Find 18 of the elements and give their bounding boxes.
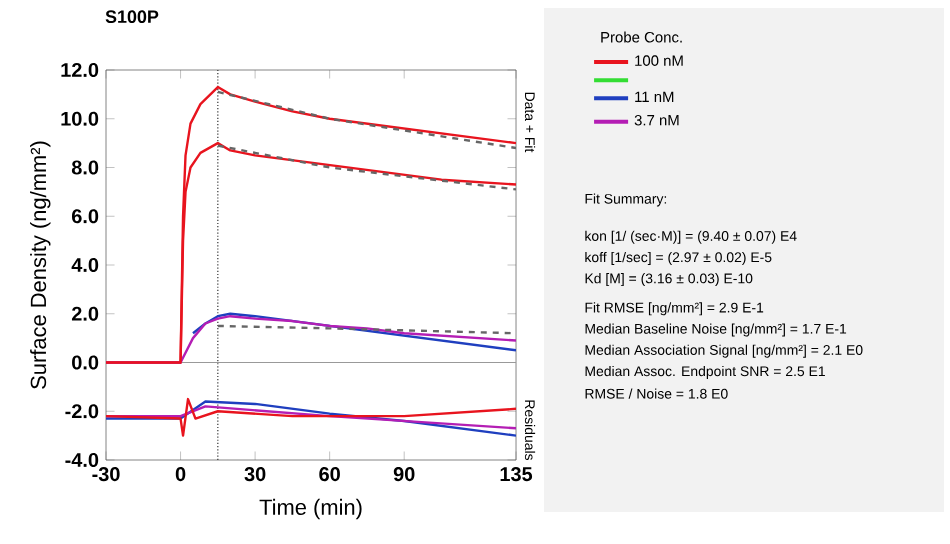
- y-tick-label: -4.0: [65, 452, 99, 468]
- x-tick-label: 90: [393, 467, 415, 482]
- y-tick-label: 10.0: [61, 111, 99, 126]
- y-tick-label: 12.0: [61, 62, 99, 78]
- y-tick-label: 0.0: [72, 355, 99, 370]
- y-axis-title: Surface Density (ng/mm²): [30, 141, 51, 389]
- x-tick-label: 135: [500, 467, 533, 482]
- y-tick-label: 6.0: [71, 209, 99, 224]
- y-tick-label: 8.0: [71, 160, 99, 175]
- x-tick-label: 0: [175, 467, 186, 482]
- y-tick-label: 2.0: [71, 306, 99, 321]
- x-tick-label: -30: [92, 467, 120, 482]
- x-axis-title: Time (min): [259, 498, 362, 520]
- y-tick-label: -2.0: [65, 404, 99, 419]
- x-tick-label: 30: [244, 467, 266, 482]
- chart-title: S100P: [105, 10, 159, 24]
- y-tick-label: 4.0: [71, 257, 99, 273]
- x-tick-label: 60: [319, 467, 340, 482]
